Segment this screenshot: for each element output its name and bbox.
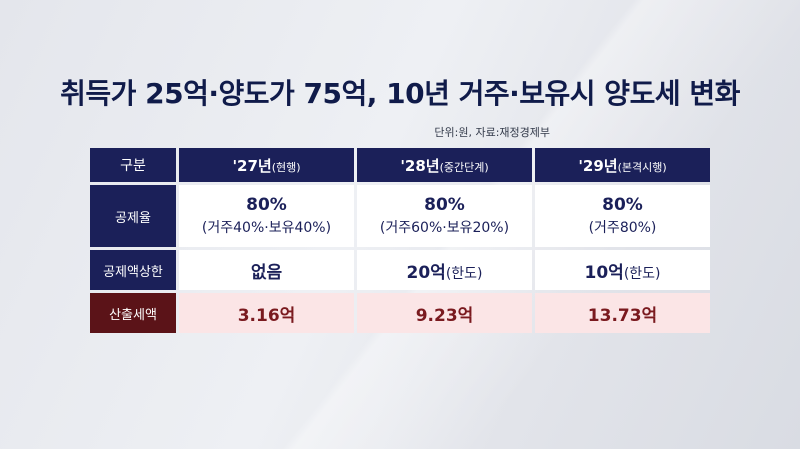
table-cell: 없음: [179, 250, 354, 290]
table-cell-tax: 9.23억: [357, 293, 532, 333]
header-stage: (본격시행): [617, 160, 667, 174]
table-row: 공제액상한 없음 20억(한도) 10억(한도): [90, 250, 710, 290]
cell-sub: (거주40%·보유40%): [201, 220, 332, 236]
header-stage: (현행): [271, 160, 301, 174]
cell-main: 20억: [406, 262, 446, 283]
table-cell: 10억(한도): [535, 250, 710, 290]
cell-sub: (거주60%·보유20%): [379, 220, 510, 236]
cell-sub: (거주80%): [588, 220, 657, 236]
comparison-table: 구분 '27년(현행) '28년(중간단계) '29년(본격시행) 공제율 80…: [87, 145, 713, 336]
cell-main: 없음: [250, 262, 283, 283]
cell-unit: (한도): [623, 265, 661, 282]
source-note: 단위:원, 자료:재정경제부: [434, 126, 550, 139]
table-cell-tax: 13.73억: [535, 293, 710, 333]
table-header-row: 구분 '27년(현행) '28년(중간단계) '29년(본격시행): [90, 148, 710, 182]
table-cell-tax: 3.16억: [179, 293, 354, 333]
table-row: 공제율 80% (거주40%·보유40%) 80% (거주60%·보유20%) …: [90, 185, 710, 247]
cell-main: 80%: [246, 195, 287, 215]
row-label-deduction-rate: 공제율: [90, 185, 176, 247]
header-stage: (중간단계): [439, 160, 489, 174]
header-year: '28년: [400, 156, 440, 175]
cell-unit: (한도): [445, 265, 483, 282]
row-label-deduction-cap: 공제액상한: [90, 250, 176, 290]
table-cell: 80% (거주80%): [535, 185, 710, 247]
header-corner: 구분: [90, 148, 176, 182]
header-2029: '29년(본격시행): [535, 148, 710, 182]
table-cell: 80% (거주40%·보유40%): [179, 185, 354, 247]
cell-main: 10억: [584, 262, 624, 283]
table-cell: 80% (거주60%·보유20%): [357, 185, 532, 247]
table-row: 산출세액 3.16억 9.23억 13.73억: [90, 293, 710, 333]
header-year: '29년: [578, 156, 618, 175]
header-2027: '27년(현행): [179, 148, 354, 182]
cell-main: 80%: [602, 195, 643, 215]
header-year: '27년: [232, 156, 272, 175]
table-cell: 20억(한도): [357, 250, 532, 290]
page-title: 취득가 25억·양도가 75억, 10년 거주·보유시 양도세 변화: [60, 77, 740, 110]
cell-main: 80%: [424, 195, 465, 215]
header-2028: '28년(중간단계): [357, 148, 532, 182]
row-label-computed-tax: 산출세액: [90, 293, 176, 333]
